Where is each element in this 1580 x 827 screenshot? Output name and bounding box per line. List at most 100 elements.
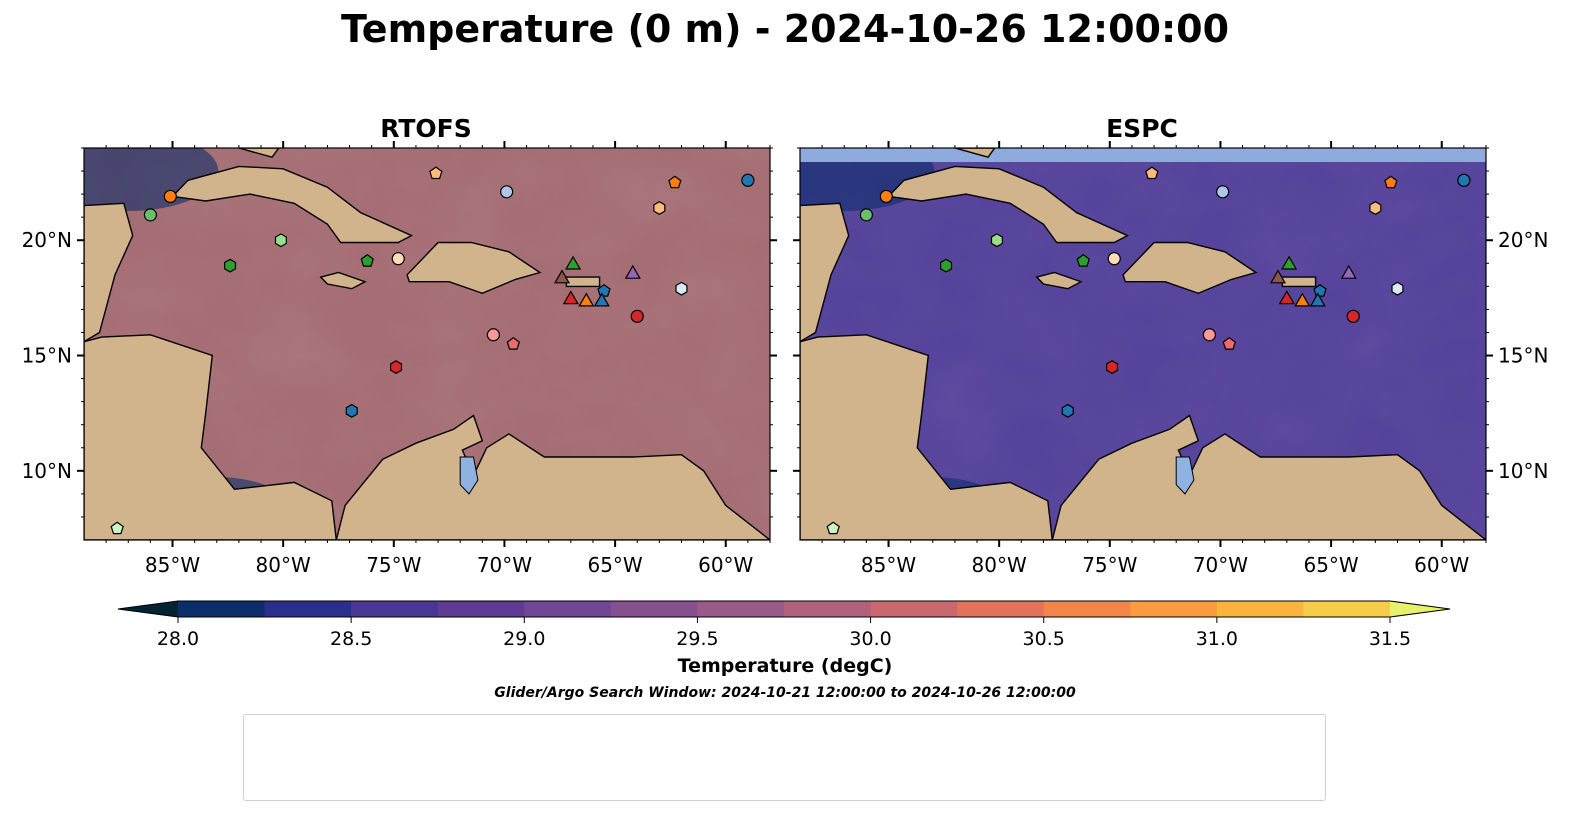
obs-marker-4903561 <box>1076 253 1090 267</box>
obs-marker-4902534 <box>500 185 514 199</box>
obs-marker-4903250 <box>163 189 177 204</box>
lon-tick-label: 85°W <box>145 553 200 577</box>
colorbar-segment <box>957 601 1045 617</box>
land-hispaniola <box>1122 241 1258 295</box>
obs-marker-4903244 <box>668 175 682 189</box>
colorbar-extend-high <box>1390 601 1450 617</box>
obs-marker-SG649-20240712T1133 <box>564 255 582 270</box>
obs-marker-4903559 <box>224 258 237 273</box>
land-puertorico <box>1281 276 1317 288</box>
panel-title-espc: ESPC <box>1106 114 1178 143</box>
colorbar-tick-label: 30.5 <box>1023 628 1065 650</box>
figure-title: Temperature (0 m) - 2024-10-26 12:00:00 <box>341 7 1229 51</box>
lat-tick-label: 10°N <box>1498 459 1548 483</box>
colorbar-extend-low <box>118 601 178 617</box>
lon-tick-label: 85°W <box>861 553 916 577</box>
lat-tick-label: 20°N <box>22 228 72 252</box>
colorbar-segment <box>524 601 612 617</box>
obs-marker-SG678-20240617T1202 <box>562 290 579 305</box>
obs-marker-4903561 <box>360 253 374 267</box>
obs-marker-ng783-20240807T0000 <box>624 264 641 279</box>
lake-maracaibo <box>1175 456 1195 495</box>
obs-marker-4903562 <box>143 208 157 222</box>
obs-marker-6903135 <box>390 360 403 375</box>
lon-tick-label: 60°W <box>698 553 753 577</box>
land-jamaica <box>319 271 367 290</box>
sst-field-espc: 85°W 80°W 75°W 70°W 65°W 60°W 20°N 15°N 10°N <box>793 141 1548 577</box>
colorbar-tick-label: 30.0 <box>849 628 891 650</box>
obs-marker-4903348 <box>1145 166 1159 180</box>
obs-marker-6903111 <box>1346 309 1360 323</box>
colorbar-tick-label: 31.0 <box>1196 628 1238 650</box>
colorbar-segment <box>1043 601 1131 617</box>
colorbar-segment <box>784 601 872 617</box>
colorbar-tick-label: 29.0 <box>503 628 545 650</box>
colorbar-segment <box>264 601 352 617</box>
colorbar-label: Temperature (degC) <box>678 655 893 677</box>
obs-marker-SG610-20240711T1133 <box>1309 292 1326 307</box>
colorbar: 28.0 28.5 29.0 29.5 30.0 30.5 31.0 31.5 <box>117 600 1451 650</box>
colorbar-tick-label: 28.0 <box>157 628 199 650</box>
lon-tick-label: 65°W <box>587 553 642 577</box>
lon-tick-label: 65°W <box>1303 553 1358 577</box>
colorbar-tick-label: 29.5 <box>676 628 718 650</box>
no-data-strip <box>800 148 1486 162</box>
obs-marker-6903137 <box>1202 328 1216 342</box>
lat-tick-label: 20°N <box>1498 228 1548 252</box>
map-panel-espc: ESPC 85°W 80°W 75°W 70°W 65°W 60°W 20°N 15°N 10°… <box>793 114 1548 577</box>
obs-marker-3902457 <box>597 283 611 297</box>
land-florida <box>954 148 996 159</box>
map-frame <box>83 147 771 541</box>
land-yucatan <box>800 202 850 343</box>
obs-marker-uvi_01-20241004T1402 <box>1269 269 1287 284</box>
legend-frame <box>243 714 1326 801</box>
obs-marker-uvi_01-20241004T1402 <box>553 269 571 284</box>
obs-marker-SG610-20240711T1133 <box>593 292 610 307</box>
lon-tick-label: 80°W <box>256 553 311 577</box>
land-florida <box>238 148 280 159</box>
obs-marker-4903559 <box>939 258 953 273</box>
obs-marker-6903135 <box>1105 360 1119 375</box>
land-jamaica <box>1035 271 1083 290</box>
obs-marker-ng783-20240807T0000 <box>1340 264 1357 279</box>
colorbar-segment <box>697 601 785 617</box>
land-central <box>84 334 338 540</box>
land-cuba <box>171 165 414 244</box>
obs-marker-4902534 <box>1216 185 1230 199</box>
obs-marker-4903558 <box>391 252 405 266</box>
obs-marker-SG630-20240713T1103 <box>578 292 595 307</box>
lon-tick-label: 75°W <box>1082 553 1137 577</box>
search-window-note: Glider/Argo Search Window: 2024-10-21 12… <box>494 685 1076 701</box>
obs-marker-4903348 <box>429 166 443 180</box>
panel-title-rtofs: RTOFS <box>380 114 472 143</box>
obs-marker-SG649-20240712T1133 <box>1280 255 1298 270</box>
colorbar-segment <box>870 601 958 617</box>
map-panel-rtofs: RTOFS 85°W 80°W 75°W 70°W 65°W 60°W 20°N 15°N 10… <box>22 114 777 577</box>
land-southam <box>335 414 770 540</box>
colorbar-segment <box>437 601 525 617</box>
map-frame <box>799 147 1487 541</box>
obs-marker-4903563 <box>990 233 1004 248</box>
lon-tick-label: 70°W <box>1193 553 1248 577</box>
obs-marker-4902609 <box>1391 281 1404 296</box>
lake-maracaibo <box>459 456 479 495</box>
lat-tick-label: 10°N <box>22 459 72 483</box>
obs-marker-3902457 <box>1313 283 1327 297</box>
obs-marker-6903136 <box>1222 336 1237 350</box>
colorbar-tick-label: 28.5 <box>330 628 372 650</box>
obs-marker-4903250 <box>879 189 893 204</box>
obs-marker-5906478 <box>110 521 124 535</box>
obs-marker-4903558 <box>1107 252 1121 266</box>
colorbar-segment <box>1216 601 1304 617</box>
obs-marker-5906478 <box>826 521 840 535</box>
lat-tick-label: 15°N <box>22 344 72 368</box>
colorbar-segment <box>1303 601 1391 617</box>
obs-marker-4903244 <box>1384 175 1398 189</box>
colorbar-segment <box>1130 601 1218 617</box>
obs-marker-4903333 <box>1369 201 1382 215</box>
colorbar-segment <box>351 601 439 617</box>
lon-tick-label: 80°W <box>972 553 1027 577</box>
lon-tick-label: 60°W <box>1414 553 1469 577</box>
lat-tick-label: 15°N <box>1498 344 1548 368</box>
